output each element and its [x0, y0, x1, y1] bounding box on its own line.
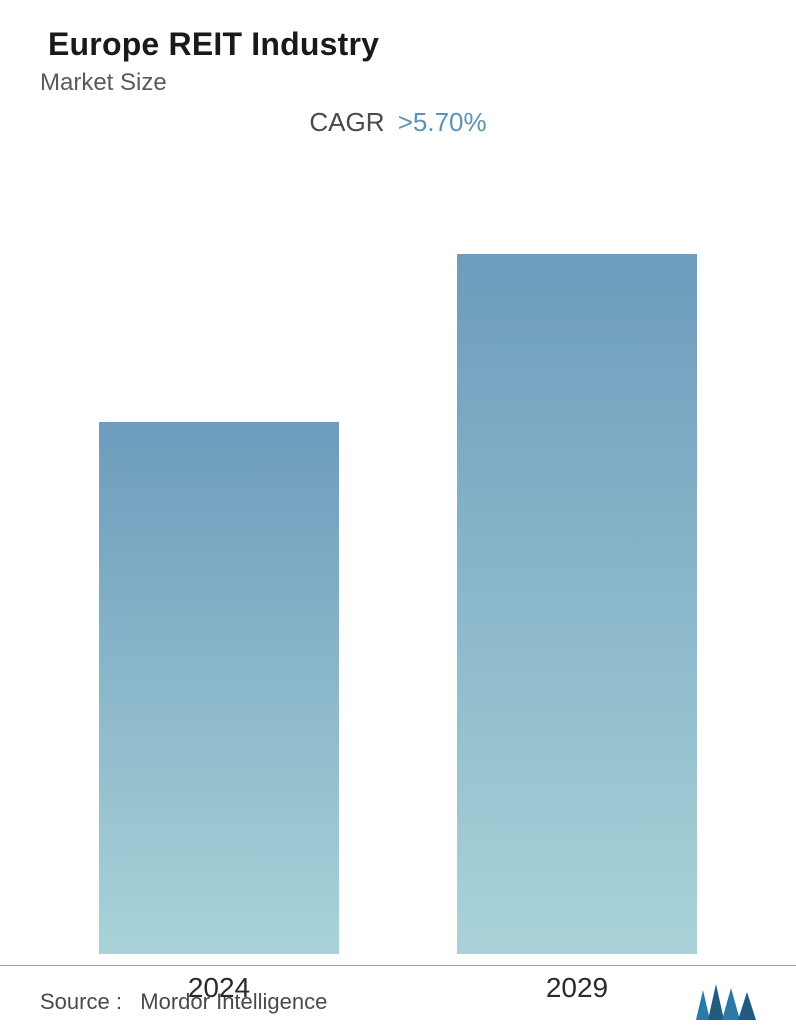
source-attribution: Source : Mordor Intelligence	[40, 989, 327, 1015]
source-prefix: Source :	[40, 989, 122, 1014]
chart-container: Europe REIT Industry Market Size CAGR >5…	[0, 0, 796, 1034]
source-name: Mordor Intelligence	[140, 989, 327, 1014]
cagr-value: >5.70%	[398, 107, 487, 137]
footer: Source : Mordor Intelligence	[0, 965, 796, 1034]
bar-2024	[99, 422, 339, 954]
cagr-row: CAGR >5.70%	[40, 107, 756, 138]
bar-2029	[457, 254, 697, 954]
chart-title: Europe REIT Industry	[48, 26, 756, 63]
brand-logo-icon	[696, 984, 756, 1020]
chart-subtitle: Market Size	[40, 69, 756, 97]
plot-area: 20242029	[60, 148, 736, 1014]
cagr-label: CAGR	[309, 107, 384, 137]
bars-wrap	[60, 148, 736, 954]
